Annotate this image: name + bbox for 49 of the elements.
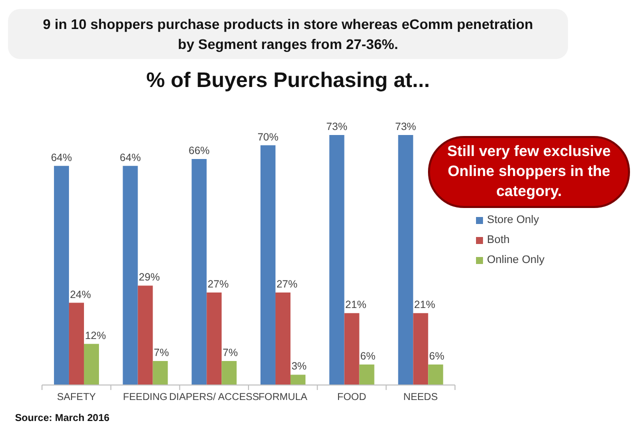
data-label: 70% [257, 131, 278, 144]
x-tick-label: SAFETY [56, 392, 96, 403]
data-label: 27% [208, 278, 229, 291]
data-label: 21% [414, 299, 436, 312]
source-note: Source: March 2016 [15, 413, 110, 424]
bar [84, 344, 99, 385]
bar [329, 135, 344, 385]
data-label: 12% [84, 330, 106, 342]
bar [275, 292, 290, 385]
bar [68, 302, 84, 385]
legend-label: Both [487, 234, 510, 246]
x-tick-label: NEEDS [403, 392, 438, 403]
data-label: 6% [429, 350, 444, 362]
legend-label: Online Only [487, 254, 544, 266]
bar [359, 364, 374, 385]
data-label: 24% [70, 288, 91, 301]
bar [192, 158, 207, 385]
annotation: Still very few exclusive Online shoppers in the category. [428, 136, 630, 208]
bar [428, 364, 444, 385]
data-label: 66% [188, 144, 210, 157]
bar [290, 374, 306, 385]
data-label: 3% [291, 360, 307, 373]
data-label: 29% [138, 272, 160, 284]
chart-title: % of Buyers Purchasing at... [145, 69, 431, 93]
data-label: 73% [326, 121, 348, 133]
bar [138, 286, 153, 385]
data-label: 73% [395, 121, 416, 133]
bar [413, 313, 428, 385]
chart-subtitle: 9 in 10 shoppers purchase products in store whereas eComm penetration by Segment ranges from 27-36%. [42, 15, 534, 54]
bar [152, 361, 168, 385]
data-label: 6% [360, 350, 376, 362]
data-label: 64% [120, 152, 141, 164]
bar [344, 313, 360, 385]
data-label: 7% [154, 347, 169, 360]
bar [260, 145, 276, 385]
x-tick-label: FOOD [337, 392, 366, 403]
data-label: 64% [50, 152, 72, 164]
bar [54, 166, 69, 385]
x-tick-label: FEEDING [123, 392, 168, 403]
x-tick-label: DIAPERS/ ACCESS [169, 392, 260, 403]
bar [222, 361, 237, 385]
data-label: 27% [276, 278, 298, 291]
bar [122, 166, 138, 385]
bar [398, 135, 414, 385]
x-tick-label: FORMULA [258, 392, 308, 403]
data-label: 21% [345, 299, 366, 312]
bar [206, 292, 222, 385]
data-label: 7% [222, 347, 238, 360]
legend-label: Store Only [487, 214, 539, 226]
